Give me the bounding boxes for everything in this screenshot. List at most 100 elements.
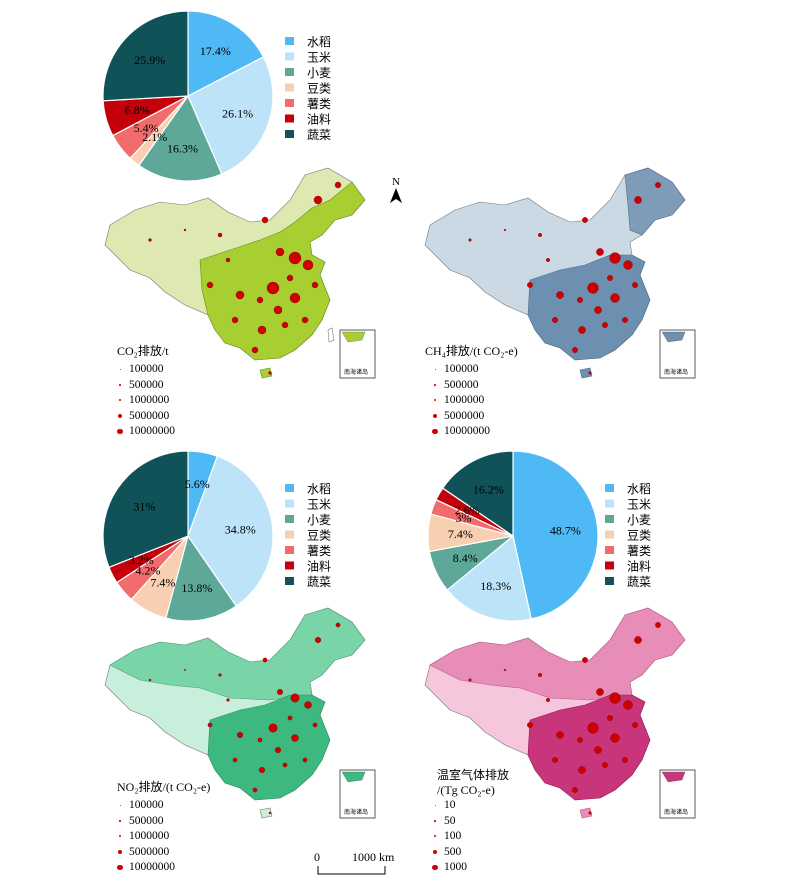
legend-no2-swatch-6 bbox=[285, 577, 294, 585]
ch4-bubbles-bubble-0 bbox=[468, 238, 472, 242]
ghg-bubbles-bubble-15 bbox=[552, 757, 558, 763]
no2-sizes-row-2: 1000000 bbox=[117, 829, 169, 843]
no2-pie-label-1: 34.8% bbox=[225, 522, 256, 536]
ch4-bubbles-bubble-6 bbox=[596, 248, 604, 256]
co2-map bbox=[104, 167, 376, 379]
size-dot-icon bbox=[433, 849, 437, 854]
no2-sizes-label-3: 5000000 bbox=[129, 845, 170, 858]
co2-sizes-label-3: 5000000 bbox=[129, 409, 170, 422]
legend-no2-swatch-1 bbox=[285, 499, 294, 508]
ghg-bubbles-bubble-11 bbox=[610, 733, 620, 743]
co2-bubbles-bubble-19 bbox=[251, 346, 259, 354]
ch4-bubbles-bubble-13 bbox=[577, 297, 583, 303]
co2-pie-label-0: 17.4% bbox=[200, 44, 231, 58]
no2-bubbles-bubble-13 bbox=[257, 737, 263, 743]
legend-ch4-swatch-4 bbox=[605, 546, 614, 554]
north-label: N bbox=[392, 176, 400, 188]
ghg-bubbles-bubble-13 bbox=[577, 737, 583, 743]
co2-bubbles-bubble-2 bbox=[217, 232, 223, 238]
no2-bubbles-bubble-23 bbox=[312, 722, 318, 728]
co2-taiwan bbox=[327, 327, 335, 343]
co2-bubbles-bubble-20 bbox=[268, 371, 272, 375]
ghg-bubbles-bubble-1 bbox=[503, 668, 507, 672]
legend-no2-swatch-4 bbox=[285, 546, 294, 554]
ch4-pie-label-3: 7.4% bbox=[448, 527, 473, 541]
legend-ch4-label-4: 薯类 bbox=[627, 544, 651, 558]
co2-sizes-row-2: 1000000 bbox=[117, 393, 169, 407]
size-dot-icon bbox=[119, 399, 121, 402]
ghg-china-east bbox=[527, 694, 651, 801]
co2-pie-labels: 17.4% 26.1% 16.3%2.1%5.4% 6.8% 25.9% bbox=[125, 44, 253, 155]
size-dot-icon bbox=[434, 399, 436, 402]
co2-sizes-row-3: 5000000 bbox=[117, 409, 169, 423]
ch4-bubbles-bubble-9 bbox=[607, 275, 613, 281]
ghg-bubbles-bubble-21 bbox=[527, 722, 533, 728]
no2-hainan bbox=[259, 807, 273, 819]
ch4-bubbles-bubble-21 bbox=[527, 282, 533, 288]
ghg-bubbles-bubble-19 bbox=[572, 787, 578, 793]
co2-sizes-row-1: 500000 bbox=[117, 378, 164, 392]
co2-bubbles-bubble-13 bbox=[256, 296, 264, 304]
no2-bubbles-bubble-11 bbox=[291, 734, 299, 742]
legend-ch4-swatch-3 bbox=[605, 530, 614, 539]
no2-bubbles-bubble-0 bbox=[148, 678, 152, 682]
no2-sizes-row-1: 500000 bbox=[117, 814, 164, 828]
ch4-bubbles-bubble-17 bbox=[602, 322, 608, 328]
legend-ch4-label-0: 水稻 bbox=[627, 483, 651, 496]
no2-bubbles-bubble-1 bbox=[184, 669, 186, 671]
ch4-bubbles-bubble-19 bbox=[572, 347, 578, 353]
scale-bar: 0 1000 km bbox=[310, 850, 420, 880]
inset-label-ghg: 南海诸岛 bbox=[664, 810, 689, 816]
legend-ch4-label-3: 豆类 bbox=[627, 529, 651, 543]
size-dot-icon bbox=[119, 384, 121, 386]
no2-pie-labels: 5.6% 34.8% 13.8% 7.4%4.2%3.2% 31% bbox=[129, 477, 256, 595]
co2-pie-label-6: 25.9% bbox=[134, 53, 165, 67]
no2-sizes-label-1: 500000 bbox=[129, 814, 164, 827]
co2-bubbles-bubble-16 bbox=[257, 325, 267, 335]
ch4-sizes-label-3: 5000000 bbox=[444, 409, 485, 422]
legend-no2-label-4: 薯类 bbox=[307, 544, 331, 558]
ghg-bubbles-bubble-20 bbox=[588, 811, 592, 815]
ch4-bubbles-bubble-4 bbox=[634, 196, 642, 204]
co2-pie-slice-2 bbox=[138, 94, 223, 182]
ch4-china-east bbox=[527, 254, 651, 361]
ch4-bubbles-bubble-1 bbox=[503, 228, 507, 232]
ghg-legend-title-line2: /(Tg CO₂-e) bbox=[437, 783, 495, 797]
no2-sizes-row-4: 10000000 bbox=[117, 860, 175, 874]
co2-china-outline bbox=[104, 167, 366, 379]
legend-ch4-label-1: 玉米 bbox=[627, 498, 651, 512]
legend-no2-swatch-0 bbox=[285, 484, 294, 492]
co2-sizes-label-4: 10000000 bbox=[129, 425, 175, 437]
size-dot-icon bbox=[118, 849, 122, 854]
co2-pie-chart: 17.4% 26.1% 16.3%2.1%5.4% 6.8% 25.9% bbox=[102, 10, 274, 182]
co2-bubbles-bubble-12 bbox=[273, 305, 283, 315]
no2-pie-slices bbox=[102, 450, 274, 622]
ghg-bubbles-bubble-5 bbox=[655, 622, 661, 628]
legend-top-swatch-6 bbox=[285, 130, 294, 138]
ch4-emission-bubbles bbox=[468, 182, 661, 375]
size-dot-icon bbox=[434, 368, 436, 370]
size-dot-icon bbox=[119, 835, 121, 838]
ghg-bubbles-bubble-12 bbox=[594, 746, 602, 754]
no2-bubbles-bubble-7 bbox=[290, 693, 300, 703]
size-dot-icon bbox=[434, 820, 436, 822]
no2-bubbles-bubble-9 bbox=[287, 715, 293, 721]
ch4-bubbles-bubble-12 bbox=[594, 306, 602, 314]
no2-bubbles-bubble-17 bbox=[282, 762, 288, 768]
size-dot-icon bbox=[119, 368, 121, 370]
ghg-map bbox=[424, 607, 696, 819]
ghg-bubbles-bubble-8 bbox=[623, 700, 633, 710]
co2-legend-title: CO₂排放/t bbox=[117, 344, 169, 358]
size-dot-icon bbox=[432, 864, 438, 871]
no2-bubbles-bubble-20 bbox=[268, 811, 272, 815]
scale-bar-line bbox=[317, 866, 386, 875]
legend-no2-label-5: 油料 bbox=[307, 560, 331, 574]
ghg-bubbles-bubble-6 bbox=[596, 688, 604, 696]
inset-label-no2: 南海诸岛 bbox=[344, 810, 369, 816]
ghg-bubbles-bubble-3 bbox=[582, 657, 588, 663]
co2-bubbles-bubble-21 bbox=[206, 281, 214, 289]
co2-bubbles-bubble-0 bbox=[148, 238, 152, 242]
